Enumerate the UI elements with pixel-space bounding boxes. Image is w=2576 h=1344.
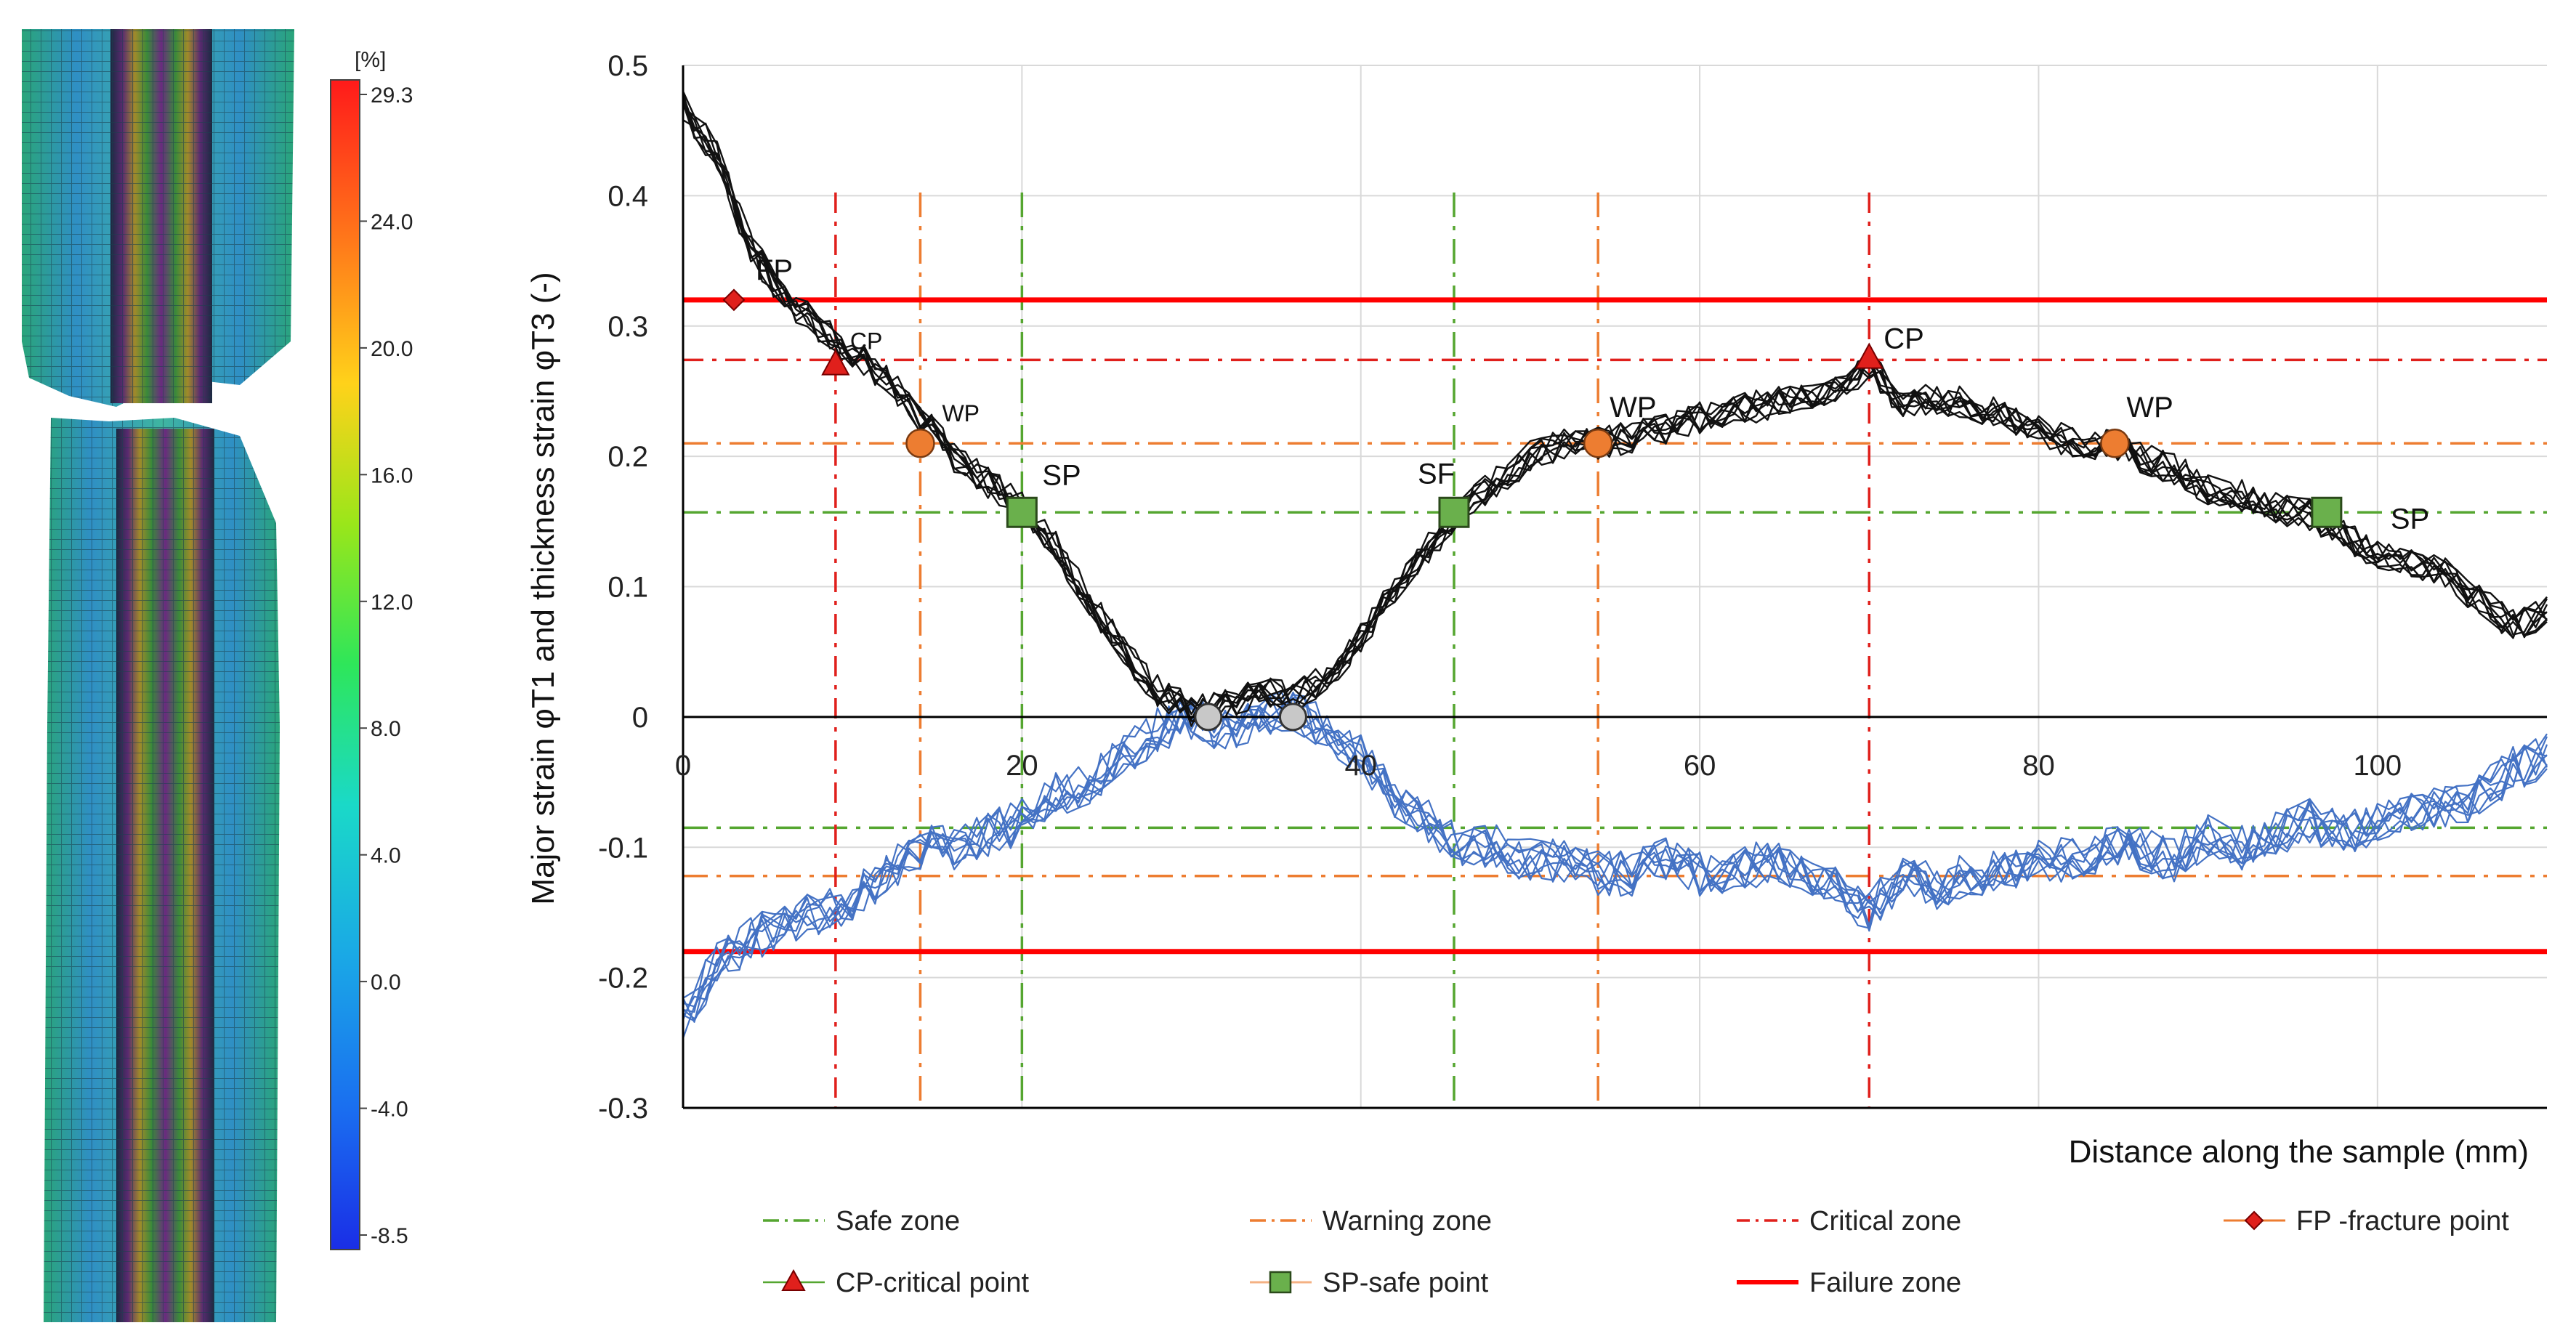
point-label: FP <box>756 254 793 286</box>
warning-point-marker <box>2100 428 2130 458</box>
colorbar-unit: [%] <box>355 48 386 72</box>
y-tick-label: -0.2 <box>598 963 648 995</box>
colorbar-tick-label: 24.0 <box>371 210 413 234</box>
point-label: SP <box>2391 503 2429 535</box>
point-label: CP <box>850 328 882 355</box>
colorbar: [%] 29.3 24.0 20.0 16.0 12.0 8.0 4.0 0.0 -4.0 -8.… <box>330 48 413 1250</box>
tick-labels: 0.5 0.4 0.3 0.2 0.1 0 -0.1 -0.2 -0.3 0 20 40 60 80 100 <box>598 50 2402 1125</box>
safe-point-marker <box>1438 496 1470 528</box>
y-tick-label: 0.5 <box>607 50 648 82</box>
legend-label-warning: Warning zone <box>1323 1206 1492 1236</box>
legend-marker-cp <box>781 1268 806 1291</box>
colorbar-tick-label: 12.0 <box>371 591 413 615</box>
thickness-strain-trace <box>682 697 2548 1013</box>
y-tick-label: 0.2 <box>607 441 648 473</box>
thickness-strain-trace <box>682 696 2548 1023</box>
legend-label-sp: SP-safe point <box>1323 1268 1489 1298</box>
legend-label-safe: Safe zone <box>836 1206 960 1236</box>
legend-label-fp: FP -fracture point <box>2296 1206 2509 1236</box>
colorbar-tick-label: 20.0 <box>371 337 413 361</box>
safe-point-marker <box>2311 496 2343 528</box>
fracture-point-marker <box>722 288 746 312</box>
major-strain-trace <box>682 91 2548 724</box>
point-label: WP <box>942 400 980 426</box>
warning-point-marker <box>905 428 935 458</box>
strain-chart: FP CP CP WP WP WP SP SF SP 0.5 0.4 0.3 0.2 0.1 0 -0.1 -… <box>525 50 2548 1298</box>
major-strain-trace <box>682 119 2548 723</box>
y-tick-label: -0.3 <box>598 1093 648 1125</box>
minimum-point-marker <box>1194 703 1223 732</box>
point-label: WP <box>1610 392 1656 424</box>
legend-label-cp: CP-critical point <box>836 1268 1030 1298</box>
warning-point-marker <box>1583 428 1613 458</box>
point-label: SP <box>1042 459 1081 491</box>
legend-marker-fp <box>2244 1210 2264 1231</box>
thickness-strain-trace <box>682 693 2548 1039</box>
specimen-strain-map <box>22 29 294 1322</box>
y-tick-label: 0.1 <box>607 572 648 604</box>
y-tick-label: 0.3 <box>607 311 648 343</box>
colorbar-ticks: 29.3 24.0 20.0 16.0 12.0 8.0 4.0 0.0 -4.0 -8.5 <box>360 84 413 1248</box>
point-label: CP <box>1883 323 1924 355</box>
y-tick-label: 0 <box>632 702 648 734</box>
x-tick-label: 60 <box>1684 750 1716 782</box>
x-tick-label: 40 <box>1344 750 1377 782</box>
legend: Safe zone Warning zone Critical zone FP -fr… <box>763 1206 2509 1298</box>
legend-label-critical: Critical zone <box>1809 1206 1961 1236</box>
y-tick-label: 0.4 <box>607 180 648 212</box>
colorbar-tick-label: 16.0 <box>371 463 413 487</box>
legend-marker-sp <box>1269 1271 1292 1294</box>
y-tick-label: -0.1 <box>598 832 648 864</box>
major-strain-trace <box>682 99 2548 727</box>
critical-point-marker <box>821 349 850 376</box>
minimum-point-marker <box>1278 703 1307 732</box>
legend-label-failure: Failure zone <box>1809 1268 1961 1298</box>
safe-point-marker <box>1006 496 1038 528</box>
thickness-strain-trace <box>682 701 2548 1022</box>
y-axis-label: Major strain φT1 and thickness strain φT… <box>525 272 561 904</box>
x-tick-label: 80 <box>2022 750 2055 782</box>
colorbar-tick-label: 8.0 <box>371 717 401 741</box>
critical-point-marker <box>1854 342 1883 369</box>
colorbar-gradient <box>330 79 360 1250</box>
colorbar-tick-label: 4.0 <box>371 844 401 868</box>
x-axis-label: Distance along the sample (mm) <box>2069 1134 2529 1170</box>
point-label: SF <box>1418 458 1455 490</box>
major-strain-trace <box>682 102 2548 721</box>
x-tick-label: 100 <box>2353 750 2402 782</box>
thickness-strain-trace <box>682 694 2548 1008</box>
strain-curves <box>682 91 2548 1039</box>
axes <box>682 65 2547 1109</box>
x-tick-label: 0 <box>675 750 691 782</box>
x-tick-label: 20 <box>1006 750 1038 782</box>
colorbar-tick-label: -8.5 <box>371 1224 408 1248</box>
colorbar-tick-label: -4.0 <box>371 1098 408 1122</box>
markers: FP CP CP WP WP WP SP SF SP <box>722 254 2429 732</box>
colorbar-tick-label: 0.0 <box>371 971 401 995</box>
colorbar-tick-label: 29.3 <box>371 84 413 108</box>
point-label: WP <box>2126 392 2173 424</box>
